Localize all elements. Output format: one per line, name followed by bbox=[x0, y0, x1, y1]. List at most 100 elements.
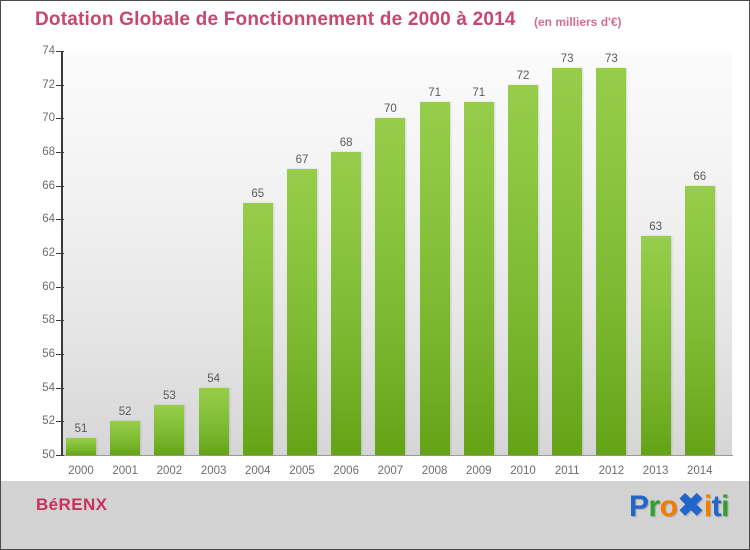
bar-column[interactable]: 71 2009 bbox=[463, 51, 494, 477]
bar[interactable] bbox=[198, 387, 229, 455]
y-axis-tick-label: 56 bbox=[42, 348, 55, 360]
bar-column[interactable]: 54 2003 bbox=[198, 51, 229, 477]
bar-value-label: 73 bbox=[604, 52, 618, 65]
logo-letter: P bbox=[628, 490, 649, 523]
bar-column[interactable]: 72 2010 bbox=[508, 51, 538, 477]
page-title: Dotation Globale de Fonctionnement de 20… bbox=[35, 9, 516, 30]
x-axis-tick-label: 2014 bbox=[687, 465, 713, 477]
bar-column[interactable]: 66 2014 bbox=[684, 51, 715, 477]
y-axis-tick-label: 68 bbox=[42, 146, 55, 158]
chart-footer: BéRENX Pro✖iti bbox=[1, 481, 749, 549]
bar-column[interactable]: 53 2002 bbox=[154, 51, 185, 477]
bar[interactable] bbox=[463, 101, 494, 455]
bar[interactable] bbox=[331, 152, 362, 455]
x-axis-line bbox=[61, 455, 733, 456]
bar[interactable] bbox=[419, 101, 450, 455]
y-axis-tick bbox=[56, 219, 64, 221]
proxiti-logo[interactable]: Pro✖iti bbox=[628, 486, 730, 524]
logo-letter: i bbox=[703, 490, 712, 523]
bar[interactable] bbox=[375, 118, 406, 455]
y-axis-tick-label: 60 bbox=[42, 280, 55, 293]
x-axis-tick-label: 2012 bbox=[598, 465, 625, 477]
bar[interactable] bbox=[508, 84, 538, 455]
y-axis-tick bbox=[56, 152, 64, 153]
bar[interactable] bbox=[287, 168, 317, 455]
bar[interactable] bbox=[640, 236, 671, 455]
x-axis-tick-label: 2011 bbox=[554, 465, 580, 477]
entity-name-label: BéRENX bbox=[36, 495, 108, 514]
bar-value-label: 71 bbox=[428, 86, 441, 99]
x-axis-tick-label: 2000 bbox=[68, 465, 94, 477]
bar-column[interactable]: 68 2006 bbox=[331, 51, 362, 477]
logo-letter: t bbox=[711, 490, 722, 523]
x-axis-tick-label: 2004 bbox=[245, 465, 271, 477]
y-axis-tick bbox=[56, 354, 64, 355]
bar-value-label: 65 bbox=[251, 187, 265, 200]
y-axis-tick-label: 64 bbox=[42, 213, 55, 226]
x-axis-tick-label: 2007 bbox=[377, 465, 404, 477]
bar-value-label: 67 bbox=[295, 153, 309, 166]
bar[interactable] bbox=[66, 438, 96, 455]
bar[interactable] bbox=[596, 67, 627, 455]
x-axis-tick-label: 2013 bbox=[642, 465, 669, 477]
x-axis-tick-label: 2003 bbox=[200, 465, 227, 477]
bar[interactable] bbox=[110, 421, 141, 455]
y-axis-tick-label: 58 bbox=[42, 314, 55, 327]
x-axis-tick-label: 2002 bbox=[156, 465, 183, 477]
bar-column[interactable]: 73 2012 bbox=[596, 51, 627, 477]
bar-column[interactable]: 65 2004 bbox=[242, 51, 273, 477]
x-axis-tick-label: 2008 bbox=[421, 465, 448, 477]
bar-column[interactable]: 67 2005 bbox=[287, 51, 317, 477]
bar-column[interactable]: 52 2001 bbox=[110, 51, 141, 477]
y-axis-tick bbox=[56, 421, 64, 423]
bar-column[interactable]: 73 2011 bbox=[552, 51, 583, 477]
logo-letter: r bbox=[648, 490, 660, 523]
x-axis-tick-label: 2010 bbox=[510, 465, 536, 477]
x-axis-tick-label: 2005 bbox=[289, 465, 315, 477]
x-axis-tick-label: 2009 bbox=[466, 465, 492, 477]
y-axis-tick bbox=[56, 320, 64, 322]
y-axis-tick-label: 52 bbox=[42, 415, 55, 428]
bar-value-label: 68 bbox=[339, 137, 353, 149]
bar-value-label: 66 bbox=[693, 170, 707, 183]
y-axis-tick-label: 70 bbox=[42, 112, 55, 125]
y-axis-tick bbox=[56, 51, 64, 52]
y-axis-tick bbox=[56, 387, 64, 389]
y-axis-tick-label: 50 bbox=[42, 449, 55, 461]
y-axis-tick bbox=[56, 286, 64, 288]
x-axis-tick-label: 2006 bbox=[333, 465, 359, 477]
y-axis-labels: 50 52 54 56 58 60 62 64 66 68 70 72 74 bbox=[1, 45, 64, 481]
logo-letter: ✖ bbox=[677, 487, 705, 523]
bar[interactable] bbox=[242, 202, 273, 455]
bar-value-label: 54 bbox=[207, 372, 220, 385]
y-axis-tick bbox=[56, 118, 64, 120]
y-axis-tick-label: 72 bbox=[42, 78, 55, 91]
bar-column[interactable]: 71 2008 bbox=[419, 51, 450, 477]
bar-value-label: 71 bbox=[472, 86, 486, 99]
bar[interactable] bbox=[552, 67, 583, 455]
bar-value-label: 52 bbox=[118, 406, 132, 419]
x-axis-tick-label: 2001 bbox=[112, 465, 138, 477]
y-axis-tick bbox=[56, 455, 64, 456]
bar-column[interactable]: 51 2000 bbox=[66, 51, 96, 477]
logo-letter: i bbox=[721, 490, 729, 523]
chart-plot-wrapper: 50 52 54 56 58 60 62 64 66 68 70 72 74 51 2000 52 2001 5… bbox=[1, 45, 749, 481]
bar-value-label: 51 bbox=[74, 423, 88, 436]
y-axis-tick-label: 66 bbox=[42, 179, 55, 192]
y-axis-tick-label: 74 bbox=[42, 45, 55, 57]
y-axis-tick bbox=[56, 84, 64, 86]
bar-value-label: 53 bbox=[162, 389, 176, 402]
y-axis-tick-label: 62 bbox=[42, 247, 55, 259]
logo-letter: o bbox=[659, 490, 678, 523]
bar-column[interactable]: 63 2013 bbox=[640, 51, 671, 477]
bar-value-label: 63 bbox=[649, 221, 662, 234]
y-axis-tick bbox=[56, 253, 64, 254]
y-axis-tick bbox=[56, 185, 64, 187]
bar[interactable] bbox=[154, 404, 185, 455]
chart-header: Dotation Globale de Fonctionnement de 20… bbox=[1, 1, 749, 45]
chart-units-subtitle: (en milliers d'€) bbox=[534, 15, 622, 29]
bar-value-label: 73 bbox=[560, 52, 574, 65]
bar-column[interactable]: 70 2007 bbox=[375, 51, 406, 477]
bar[interactable] bbox=[684, 185, 715, 455]
